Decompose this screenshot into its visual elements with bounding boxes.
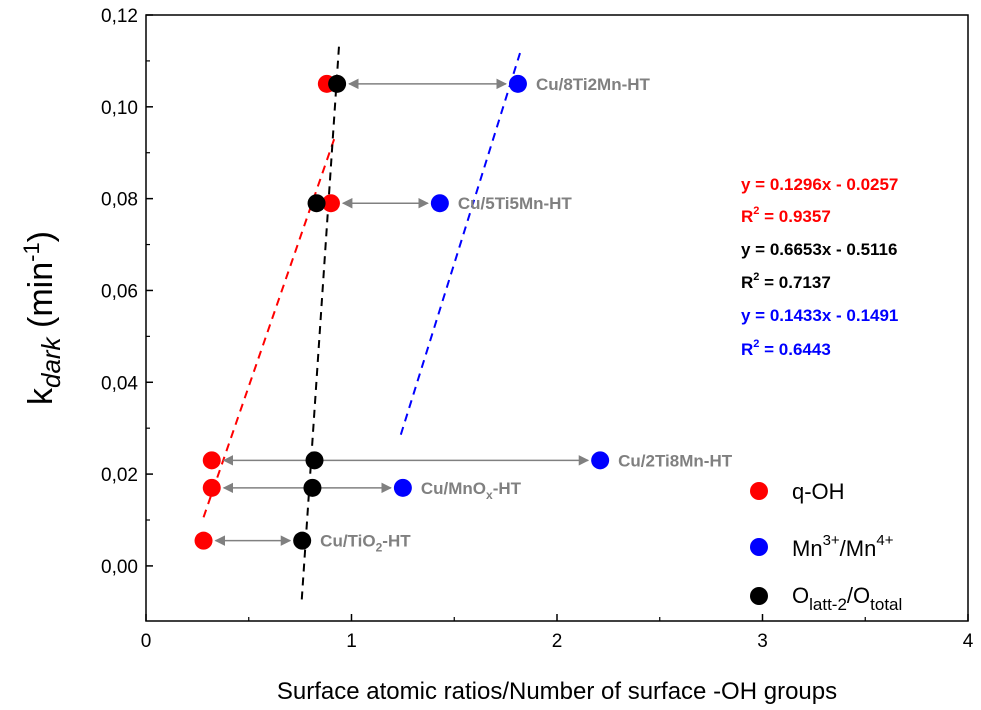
data-points xyxy=(194,74,610,550)
y-tick-label: 0,10 xyxy=(101,98,138,119)
fit-line-olatt xyxy=(300,43,341,600)
y-axis-label: kdark (min-1) xyxy=(19,231,66,405)
equation-qoh: y = 0.1296x - 0.0257 xyxy=(741,175,898,194)
legend-label-mn: Mn3+/Mn4+ xyxy=(792,532,894,561)
point-qoh xyxy=(194,531,213,550)
point-mn xyxy=(430,194,449,213)
fit-line-mn xyxy=(399,52,521,435)
point-mn xyxy=(393,478,412,497)
equation-olatt: y = 0.6653x - 0.5116 xyxy=(741,240,897,259)
x-axis-label: Surface atomic ratios/Number of surface … xyxy=(277,678,837,705)
sample-labels: Cu/8Ti2Mn-HT Cu/5Ti5Mn-HT Cu/2Ti8Mn-HT Cu/M… xyxy=(320,75,733,555)
y-tick-label: 0,04 xyxy=(101,373,138,394)
sample-label: Cu/MnOx-HT xyxy=(421,479,522,502)
x-tick-label: 2 xyxy=(552,631,563,652)
x-tick-label: 1 xyxy=(346,631,357,652)
sample-arrows xyxy=(214,78,590,546)
sample-label: Cu/2Ti8Mn-HT xyxy=(618,451,733,470)
sample-label: Cu/5Ti5Mn-HT xyxy=(458,194,573,213)
point-qoh xyxy=(202,478,221,497)
y-tick-label: 0,02 xyxy=(101,465,138,486)
r2-qoh: R2 = 0.9357 xyxy=(741,205,831,226)
y-tick-label: 0,12 xyxy=(101,6,138,27)
point-olatt xyxy=(328,74,347,93)
point-olatt xyxy=(305,451,324,470)
equation-mn: y = 0.1433x - 0.1491 xyxy=(741,306,898,325)
fit-lines xyxy=(202,43,521,600)
sample-label: Cu/TiO2-HT xyxy=(320,532,411,555)
x-axis-ticks: 0 1 2 3 4 xyxy=(141,614,974,652)
legend-marker-mn xyxy=(750,538,768,556)
y-tick-label: 0,00 xyxy=(101,557,138,578)
point-olatt xyxy=(303,478,322,497)
point-qoh xyxy=(202,451,221,470)
x-tick-label: 3 xyxy=(757,631,768,652)
legend-marker-qoh xyxy=(750,482,768,500)
point-mn xyxy=(591,451,610,470)
legend: q-OH Mn3+/Mn4+ Olatt-2/Ototal xyxy=(750,479,902,614)
legend-marker-olatt xyxy=(750,587,768,605)
r2-mn: R2 = 0.6443 xyxy=(741,338,831,359)
legend-label-qoh: q-OH xyxy=(792,479,845,504)
x-tick-label: 4 xyxy=(963,631,974,652)
fit-line-qoh xyxy=(202,136,337,518)
point-olatt xyxy=(307,194,326,213)
regression-equations: y = 0.1296x - 0.0257 R2 = 0.9357 y = 0.6… xyxy=(741,175,898,359)
x-tick-label: 0 xyxy=(141,631,152,652)
sample-label: Cu/8Ti2Mn-HT xyxy=(536,75,651,94)
y-tick-label: 0,06 xyxy=(101,281,138,302)
point-qoh xyxy=(321,194,340,213)
r2-olatt: R2 = 0.7137 xyxy=(741,271,831,292)
legend-label-olatt: Olatt-2/Ototal xyxy=(792,583,902,614)
point-olatt xyxy=(293,531,312,550)
y-axis-ticks: 0,00 0,02 0,04 0,06 0,08 0,10 0,12 xyxy=(101,6,153,578)
point-mn xyxy=(508,74,527,93)
y-tick-label: 0,08 xyxy=(101,190,138,211)
